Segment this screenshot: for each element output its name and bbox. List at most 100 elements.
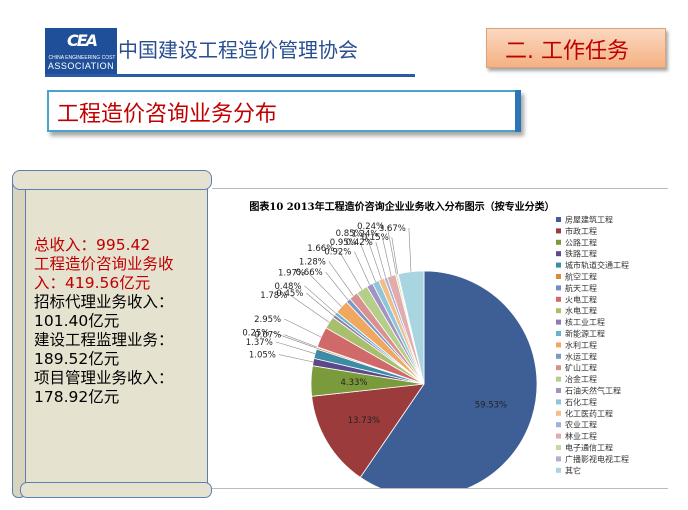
- legend-swatch: [556, 410, 561, 416]
- scroll-top-curl: [12, 170, 212, 190]
- legend-swatch: [556, 217, 561, 222]
- legend-label: 电子通信工程: [565, 443, 613, 453]
- legend-label: 水电工程: [565, 306, 597, 316]
- legend-label: 航天工程: [565, 283, 597, 293]
- leader-line: [272, 332, 317, 349]
- legend-label: 房屋建筑工程: [565, 215, 613, 225]
- legend-label: 石化工程: [565, 397, 597, 407]
- data-label: 1.37%: [246, 338, 273, 348]
- legend-label: 水利工程: [565, 340, 597, 350]
- legend-swatch: [556, 296, 561, 302]
- leader-line: [386, 225, 397, 275]
- scroll-line: 178.92亿元: [34, 388, 120, 406]
- legend-swatch: [556, 239, 561, 245]
- leader-line: [391, 237, 398, 275]
- leader-line: [304, 285, 336, 314]
- legend-swatch: [556, 274, 561, 279]
- scroll-line: 入：419.56亿元: [34, 274, 151, 292]
- leader-line: [408, 227, 412, 272]
- legend-label: 航空工程: [565, 272, 597, 282]
- data-label: 0.25%: [242, 328, 269, 338]
- leader-line: [306, 292, 334, 317]
- leader-line: [328, 261, 354, 296]
- logo-association: ASSOCIATION: [47, 61, 115, 71]
- legend-swatch: [556, 445, 561, 450]
- legend-label: 农业工程: [565, 420, 597, 430]
- legend-swatch: [556, 467, 561, 473]
- legend-swatch: [556, 422, 561, 428]
- legend-label: 城市轨道交通工程: [565, 260, 629, 270]
- legend-label: 火电工程: [565, 294, 597, 304]
- data-label: 1.97%: [278, 269, 305, 279]
- leader-line: [337, 247, 363, 290]
- data-label: 0.92%: [324, 248, 351, 258]
- chart-top-border: [212, 188, 668, 189]
- slide-title: 工程造价咨询业务分布: [57, 102, 278, 127]
- legend-swatch: [556, 353, 561, 359]
- scroll-panel: 总收入：995.42 工程造价咨询业务收 入：419.56亿元 招标代理业务收入…: [12, 170, 212, 500]
- leader-line: [275, 341, 316, 354]
- section-tab-label: 二. 工作任务: [505, 39, 629, 64]
- legend-label: 化工医药工程: [565, 408, 613, 418]
- pie-slice: [359, 270, 538, 488]
- leader-line: [290, 294, 330, 323]
- legend-swatch: [556, 399, 561, 405]
- data-label: 1.78%: [260, 291, 287, 301]
- data-label: 1.24%: [351, 230, 378, 240]
- legend-swatch: [556, 251, 561, 257]
- data-label: 0.66%: [296, 268, 323, 278]
- data-label: 13.73%: [348, 416, 380, 426]
- scroll-line: 招标代理业务收入：: [34, 293, 174, 311]
- data-label: 0.15%: [362, 233, 389, 243]
- section-tab: 二. 工作任务: [486, 28, 666, 68]
- scroll-roll: [12, 178, 26, 498]
- data-label: 0.85%: [336, 229, 363, 239]
- data-label: 59.53%: [475, 401, 507, 411]
- data-label: 0.42%: [346, 238, 373, 248]
- scroll-bottom-curl: [20, 482, 212, 498]
- legend-label: 水运工程: [565, 351, 597, 361]
- leader-line: [284, 334, 318, 348]
- scroll-line: 建设工程监理业务：: [34, 331, 174, 349]
- leader-line: [359, 241, 376, 283]
- leader-line: [278, 354, 314, 363]
- leader-line: [381, 233, 392, 276]
- legend-label: 铁路工程: [565, 249, 597, 259]
- org-name: 中国建设工程造价管理协会: [118, 38, 358, 62]
- legend-swatch: [556, 228, 561, 234]
- legend-swatch: [556, 319, 561, 325]
- pie-chart: 图表10 2013年工程造价咨询企业业务收入分布图示（按专业分类） 59.53% 1…: [242, 200, 629, 488]
- data-label: 3.67%: [379, 224, 406, 234]
- legend-swatch: [556, 342, 561, 348]
- legend-swatch: [556, 285, 561, 291]
- scroll-line: 项目管理业务收入：: [34, 369, 174, 387]
- association-logo: CEA CHINA ENGINEERING COST ASSOCIATION: [45, 28, 117, 74]
- logo-subtitle: CHINA ENGINEERING COST: [48, 55, 116, 61]
- data-label: 0.24%: [357, 222, 384, 232]
- data-label: 0.45%: [276, 289, 303, 299]
- chart-bottom-border: [212, 488, 668, 489]
- data-label: 1.05%: [249, 351, 276, 361]
- legend-swatch: [556, 365, 561, 371]
- leader-line: [365, 232, 382, 280]
- legend-swatch: [556, 456, 561, 462]
- legend-label: 冶金工程: [565, 374, 597, 384]
- slide-title-box: 工程造价咨询业务分布: [47, 90, 521, 132]
- leader-line: [354, 251, 370, 286]
- legend-swatch: [556, 388, 561, 393]
- legend-label: 其它: [565, 465, 581, 475]
- leader-line: [307, 272, 342, 308]
- scroll-line: 工程造价咨询业务收: [34, 255, 174, 273]
- title-accent-bar: [515, 90, 521, 132]
- scroll-text: 总收入：995.42 工程造价咨询业务收 入：419.56亿元 招标代理业务收入…: [34, 236, 210, 407]
- legend-label: 公路工程: [565, 237, 597, 247]
- legend-label: 市政工程: [565, 226, 597, 236]
- chart-title: 图表10 2013年工程造价咨询企业业务收入分布图示（按专业分类）: [249, 200, 554, 213]
- data-label: 1.28%: [299, 257, 326, 267]
- data-label: 1.66%: [307, 244, 334, 254]
- legend-label: 新能源工程: [565, 329, 605, 339]
- pie-slice: [311, 383, 425, 478]
- legend-swatch: [556, 262, 561, 268]
- scroll-line: 189.52亿元: [34, 350, 120, 368]
- data-label: 0.95%: [330, 238, 357, 248]
